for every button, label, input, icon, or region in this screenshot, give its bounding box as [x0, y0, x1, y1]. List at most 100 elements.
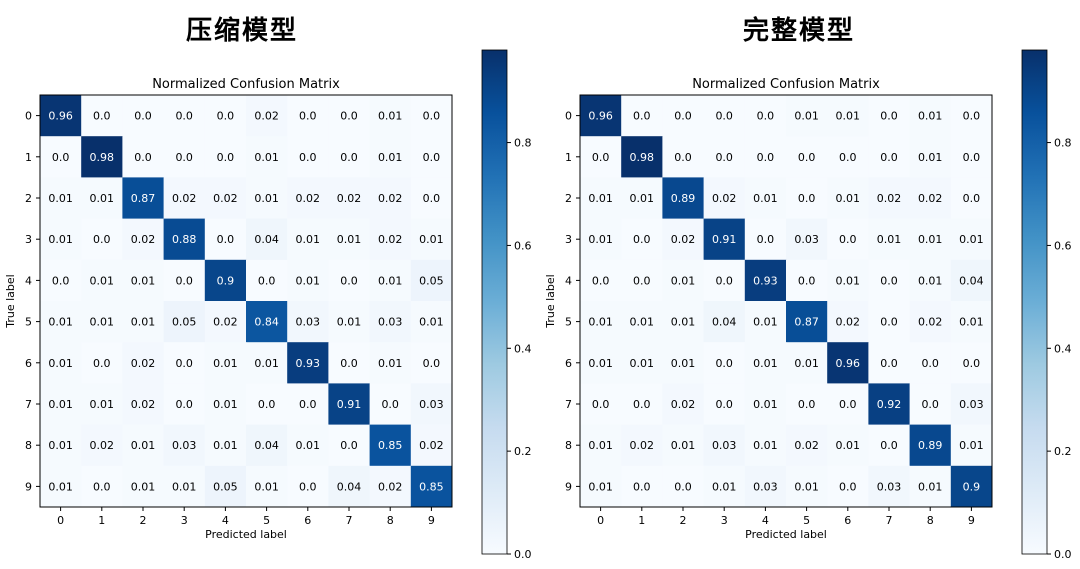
cell-value-label: 0.96 — [48, 110, 73, 123]
cell-value-label: 0.04 — [254, 439, 279, 452]
x-tick-label: 2 — [680, 514, 687, 527]
x-tick-label: 0 — [57, 514, 64, 527]
cell-value-label: 0.0 — [633, 110, 651, 123]
cell-value-label: 0.0 — [715, 398, 733, 411]
heatmap-cell — [246, 383, 288, 425]
heatmap-cell — [621, 259, 663, 302]
heatmap-cell — [246, 342, 288, 384]
cell-value-label: 0.96 — [588, 110, 613, 123]
heatmap-cell — [662, 465, 704, 508]
heatmap-cell — [369, 383, 412, 425]
cell-value-label: 0.84 — [254, 316, 279, 329]
heatmap-cell — [369, 342, 412, 384]
cell-value-label: 0.01 — [48, 480, 73, 493]
cell-value-label: 0.05 — [419, 274, 444, 287]
cell-value-label: 0.01 — [90, 398, 115, 411]
colorbar-tick-label: 0.4 — [1054, 342, 1072, 355]
cell-value-label: 0.0 — [299, 480, 317, 493]
y-tick-label: 0 — [565, 110, 572, 123]
heatmap-cell — [204, 342, 247, 384]
cell-value-label: 0.02 — [712, 192, 737, 205]
y-tick-label: 9 — [565, 480, 572, 493]
cell-value-label: 0.05 — [172, 316, 197, 329]
heatmap-cell — [827, 177, 869, 219]
cell-value-label: 0.02 — [378, 192, 403, 205]
cell-value-label: 0.0 — [423, 110, 441, 123]
heatmap-cell — [909, 465, 952, 508]
heatmap-cell — [328, 465, 370, 508]
heatmap-cell — [621, 218, 663, 261]
heatmap-cell — [40, 218, 82, 261]
cell-value-label: 0.01 — [296, 233, 321, 246]
heatmap-cell — [662, 424, 704, 467]
heatmap-cell — [786, 301, 828, 343]
y-tick-label: 9 — [25, 480, 32, 493]
x-tick-label: 3 — [721, 514, 728, 527]
heatmap-cell — [122, 301, 164, 343]
cell-value-label: 0.01 — [254, 357, 279, 370]
heatmap-cell — [621, 424, 663, 467]
cell-value-label: 0.02 — [172, 192, 197, 205]
cell-value-label: 0.01 — [48, 398, 73, 411]
heatmap-cell — [369, 301, 412, 343]
heatmap-cell — [287, 424, 329, 467]
cell-value-label: 0.0 — [258, 398, 276, 411]
heatmap-cell — [703, 95, 746, 137]
heatmap-cell — [246, 424, 288, 467]
heatmap-cell — [868, 465, 910, 508]
cell-value-label: 0.01 — [588, 316, 613, 329]
cell-value-label: 0.0 — [798, 192, 816, 205]
colorbar — [1021, 49, 1048, 555]
heatmap-cell — [662, 95, 704, 137]
colorbar-tick-label: 0.8 — [514, 137, 532, 150]
heatmap-cell — [827, 424, 869, 467]
cell-value-label: 0.0 — [880, 439, 898, 452]
heatmap-cell — [246, 301, 288, 343]
cell-value-label: 0.02 — [131, 233, 156, 246]
heatmap-cell — [81, 465, 123, 508]
cell-value-label: 0.01 — [254, 151, 279, 164]
y-tick-label: 2 — [25, 192, 32, 205]
panel-heading: 压缩模型 — [186, 16, 299, 46]
heatmap-cell — [744, 342, 787, 384]
cell-value-label: 0.0 — [175, 110, 193, 123]
x-tick-label: 4 — [222, 514, 229, 527]
cell-value-label: 0.0 — [963, 192, 981, 205]
heatmap-cell — [328, 383, 370, 425]
heatmap-cell — [621, 95, 663, 137]
x-tick-label: 7 — [346, 514, 353, 527]
heatmap-cell — [621, 301, 663, 343]
heatmap-cell — [163, 259, 206, 302]
cell-value-label: 0.01 — [588, 357, 613, 370]
cell-value-label: 0.01 — [131, 316, 156, 329]
heatmap-cell — [204, 95, 247, 137]
heatmap-cell — [950, 218, 993, 261]
heatmap-cell — [662, 259, 704, 302]
cell-value-label: 0.02 — [918, 192, 943, 205]
heatmap-cell — [204, 465, 247, 508]
cell-value-label: 0.01 — [90, 192, 115, 205]
cell-value-label: 0.87 — [131, 192, 156, 205]
x-tick-label: 6 — [304, 514, 311, 527]
colorbar-tick-label: 0.6 — [514, 239, 532, 252]
colorbar-tick-label: 0.6 — [1054, 239, 1072, 252]
cell-value-label: 0.01 — [588, 233, 613, 246]
heatmap-cell — [204, 383, 247, 425]
cell-value-label: 0.01 — [419, 233, 444, 246]
heatmap-cell — [163, 383, 206, 425]
heatmap-cell — [703, 136, 746, 178]
heatmap-cell — [246, 465, 288, 508]
heatmap-cell — [410, 342, 453, 384]
y-tick-label: 1 — [25, 151, 32, 164]
heatmap-cell — [827, 259, 869, 302]
cell-value-label: 0.0 — [715, 274, 733, 287]
cell-value-label: 0.01 — [48, 357, 73, 370]
heatmap-cell — [246, 95, 288, 137]
cell-value-label: 0.01 — [213, 357, 238, 370]
heatmap-cell — [328, 218, 370, 261]
cell-value-label: 0.02 — [836, 316, 861, 329]
cell-value-label: 0.0 — [839, 480, 857, 493]
cell-value-label: 0.92 — [877, 398, 902, 411]
heatmap-cell — [744, 301, 787, 343]
cell-value-label: 0.01 — [794, 480, 819, 493]
